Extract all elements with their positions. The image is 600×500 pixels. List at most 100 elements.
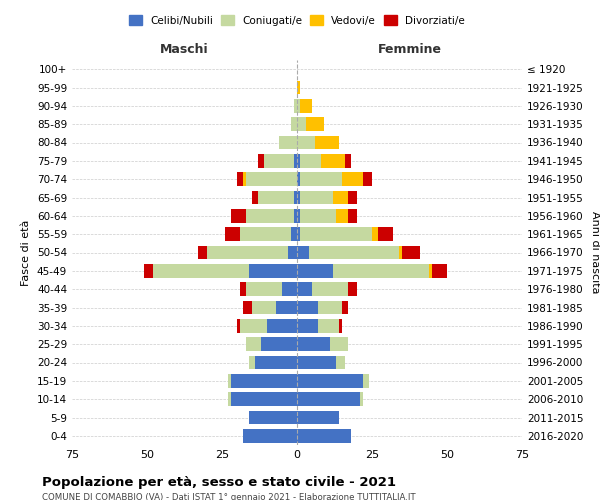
- Bar: [345, 154, 351, 168]
- Bar: [321, 154, 345, 168]
- Bar: [240, 228, 291, 241]
- Bar: [297, 300, 318, 314]
- Bar: [336, 356, 345, 370]
- Bar: [297, 338, 330, 351]
- Bar: [294, 209, 297, 222]
- Bar: [246, 338, 261, 351]
- Bar: [333, 190, 348, 204]
- Bar: [399, 246, 402, 260]
- Bar: [360, 392, 363, 406]
- Bar: [231, 392, 297, 406]
- Bar: [342, 172, 363, 186]
- Bar: [297, 429, 351, 442]
- Bar: [372, 228, 378, 241]
- Bar: [297, 209, 300, 222]
- Text: Popolazione per età, sesso e stato civile - 2021: Popolazione per età, sesso e stato civil…: [42, 476, 396, 489]
- Bar: [276, 300, 297, 314]
- Bar: [300, 172, 342, 186]
- Y-axis label: Anni di nascita: Anni di nascita: [590, 211, 600, 294]
- Bar: [300, 99, 312, 112]
- Bar: [246, 282, 282, 296]
- Bar: [261, 338, 297, 351]
- Bar: [339, 319, 342, 332]
- Bar: [300, 154, 321, 168]
- Bar: [315, 136, 339, 149]
- Legend: Celibi/Nubili, Coniugati/e, Vedovi/e, Divorziati/e: Celibi/Nubili, Coniugati/e, Vedovi/e, Di…: [125, 12, 469, 30]
- Bar: [297, 172, 300, 186]
- Bar: [231, 374, 297, 388]
- Bar: [246, 172, 297, 186]
- Bar: [240, 282, 246, 296]
- Bar: [297, 190, 300, 204]
- Bar: [348, 282, 357, 296]
- Bar: [144, 264, 153, 278]
- Bar: [264, 154, 294, 168]
- Bar: [297, 374, 363, 388]
- Bar: [231, 209, 246, 222]
- Bar: [378, 228, 393, 241]
- Bar: [282, 282, 297, 296]
- Bar: [348, 209, 357, 222]
- Bar: [249, 356, 255, 370]
- Bar: [252, 300, 276, 314]
- Bar: [348, 190, 357, 204]
- Bar: [225, 228, 240, 241]
- Bar: [297, 246, 309, 260]
- Text: COMUNE DI COMABBIO (VA) - Dati ISTAT 1° gennaio 2021 - Elaborazione TUTTITALIA.I: COMUNE DI COMABBIO (VA) - Dati ISTAT 1° …: [42, 493, 416, 500]
- Bar: [294, 190, 297, 204]
- Bar: [309, 246, 399, 260]
- Text: Maschi: Maschi: [160, 44, 209, 57]
- Bar: [243, 172, 246, 186]
- Bar: [336, 209, 348, 222]
- Bar: [330, 338, 348, 351]
- Bar: [207, 246, 288, 260]
- Bar: [267, 319, 297, 332]
- Text: Femmine: Femmine: [377, 44, 442, 57]
- Bar: [300, 228, 372, 241]
- Bar: [342, 300, 348, 314]
- Bar: [288, 246, 297, 260]
- Bar: [363, 172, 372, 186]
- Bar: [300, 190, 333, 204]
- Bar: [297, 118, 306, 131]
- Bar: [258, 190, 294, 204]
- Bar: [228, 374, 231, 388]
- Bar: [198, 246, 207, 260]
- Bar: [294, 99, 297, 112]
- Bar: [240, 319, 267, 332]
- Bar: [306, 118, 324, 131]
- Bar: [243, 429, 297, 442]
- Y-axis label: Fasce di età: Fasce di età: [22, 220, 31, 286]
- Bar: [294, 154, 297, 168]
- Bar: [237, 172, 243, 186]
- Bar: [333, 264, 429, 278]
- Bar: [318, 300, 342, 314]
- Bar: [258, 154, 264, 168]
- Bar: [249, 264, 297, 278]
- Bar: [297, 319, 318, 332]
- Bar: [249, 410, 297, 424]
- Bar: [297, 392, 360, 406]
- Bar: [291, 228, 297, 241]
- Bar: [228, 392, 231, 406]
- Bar: [255, 356, 297, 370]
- Bar: [243, 300, 252, 314]
- Bar: [279, 136, 297, 149]
- Bar: [312, 282, 348, 296]
- Bar: [246, 209, 294, 222]
- Bar: [297, 80, 300, 94]
- Bar: [297, 136, 315, 149]
- Bar: [318, 319, 339, 332]
- Bar: [237, 319, 240, 332]
- Bar: [297, 264, 333, 278]
- Bar: [297, 356, 336, 370]
- Bar: [297, 154, 300, 168]
- Bar: [297, 99, 300, 112]
- Bar: [291, 118, 297, 131]
- Bar: [252, 190, 258, 204]
- Bar: [297, 282, 312, 296]
- Bar: [297, 410, 339, 424]
- Bar: [429, 264, 432, 278]
- Bar: [300, 209, 336, 222]
- Bar: [432, 264, 447, 278]
